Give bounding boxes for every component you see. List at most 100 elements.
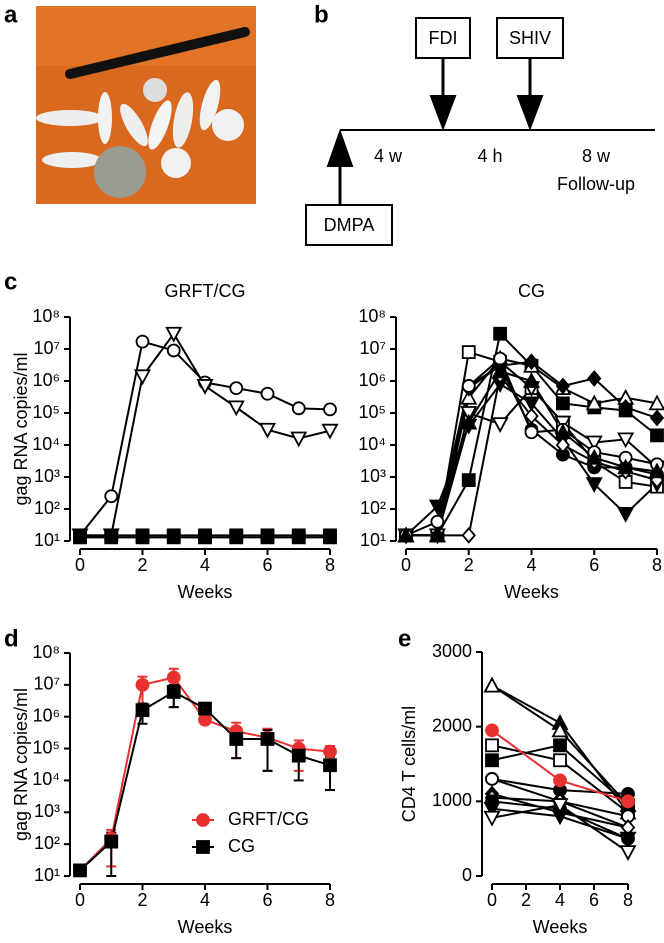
y-tick-label: 10⁵ — [33, 737, 60, 757]
y-tick-label: 1000 — [432, 790, 472, 810]
marker — [104, 834, 119, 849]
y-tick-label: 10⁷ — [33, 338, 60, 358]
marker — [196, 379, 214, 395]
marker — [166, 685, 181, 699]
marker — [555, 377, 571, 395]
y-tick-label: 3000 — [432, 641, 472, 661]
marker — [229, 530, 244, 545]
marker — [522, 396, 541, 413]
marker — [617, 432, 635, 449]
x-axis-label: Weeks — [533, 917, 588, 937]
marker — [551, 721, 569, 738]
marker — [397, 526, 415, 543]
marker — [491, 362, 509, 379]
marker — [321, 423, 339, 440]
panel-label: d — [4, 625, 19, 652]
marker — [554, 423, 572, 440]
marker — [461, 345, 476, 360]
marker — [227, 400, 245, 417]
marker — [430, 514, 445, 529]
marker — [619, 831, 637, 848]
y-tick-label: 10⁶ — [33, 370, 60, 390]
marker — [260, 386, 275, 401]
marker — [648, 462, 664, 479]
y-tick-label: 10⁴ — [358, 434, 386, 454]
marker — [135, 530, 150, 545]
marker — [73, 863, 87, 878]
x-tick-label: 0 — [75, 890, 85, 910]
marker — [585, 435, 603, 452]
x-tick-label: 6 — [589, 555, 599, 575]
y-tick-label: 10⁴ — [32, 769, 60, 789]
marker — [483, 810, 501, 827]
marker — [618, 398, 633, 416]
marker — [585, 394, 603, 411]
marker — [198, 530, 212, 545]
marker — [323, 758, 337, 773]
marker — [483, 676, 501, 693]
marker — [650, 428, 664, 443]
marker — [617, 507, 635, 523]
marker — [524, 353, 539, 371]
marker — [166, 343, 181, 358]
y-axis-label: CD4 T cells/ml — [399, 706, 419, 822]
marker — [428, 499, 446, 516]
x-tick-label: 0 — [487, 890, 497, 910]
y-tick-label: 10³ — [34, 801, 60, 821]
x-tick-label: 4 — [555, 890, 565, 910]
marker — [485, 772, 499, 786]
marker — [166, 670, 181, 685]
y-tick-label: 10³ — [360, 466, 386, 486]
marker — [291, 530, 306, 545]
y-axis-label: gag RNA copies/ml — [11, 352, 31, 505]
marker — [428, 526, 446, 543]
y-tick-label: 10⁴ — [32, 434, 60, 454]
y-axis-label: gag RNA copies/ml — [11, 688, 31, 841]
marker — [135, 703, 150, 718]
timeline — [305, 17, 655, 246]
marker — [649, 409, 664, 427]
x-tick-label: 0 — [401, 555, 411, 575]
legend-label: GRFT/CG — [228, 809, 309, 829]
marker — [229, 381, 244, 395]
marker — [551, 798, 569, 814]
x-tick-label: 4 — [200, 555, 210, 575]
marker — [555, 436, 571, 454]
marker — [73, 530, 87, 545]
chart-title: GRFT/CG — [165, 281, 246, 301]
y-tick-label: 0 — [462, 865, 472, 885]
photo — [36, 6, 256, 204]
marker — [166, 530, 181, 545]
x-tick-label: 6 — [262, 555, 272, 575]
y-tick-label: 10⁵ — [33, 402, 60, 422]
interval-label: 8 w — [582, 146, 611, 166]
x-axis-label: Weeks — [178, 917, 233, 937]
marker — [460, 388, 478, 405]
y-tick-label: 10⁸ — [32, 642, 60, 662]
marker — [648, 394, 664, 411]
box-label: FDI — [429, 28, 458, 48]
x-tick-label: 4 — [200, 890, 210, 910]
marker — [460, 406, 478, 422]
marker — [485, 723, 499, 738]
marker — [323, 744, 337, 759]
panel-label: c — [4, 268, 17, 295]
x-tick-label: 2 — [137, 555, 147, 575]
y-tick-label: 10⁵ — [359, 402, 386, 422]
marker — [104, 530, 119, 545]
marker — [587, 370, 602, 387]
marker — [524, 425, 539, 440]
x-tick-label: 0 — [75, 555, 85, 575]
legend-marker — [196, 840, 210, 854]
legend-marker — [196, 813, 210, 827]
marker — [290, 431, 308, 448]
marker — [198, 701, 212, 716]
interval-label: 4 w — [374, 146, 403, 166]
marker — [621, 794, 635, 809]
marker — [323, 402, 337, 417]
x-tick-label: 8 — [325, 890, 335, 910]
panel-label: b — [314, 1, 329, 28]
x-tick-label: 8 — [623, 890, 633, 910]
marker — [135, 334, 150, 349]
